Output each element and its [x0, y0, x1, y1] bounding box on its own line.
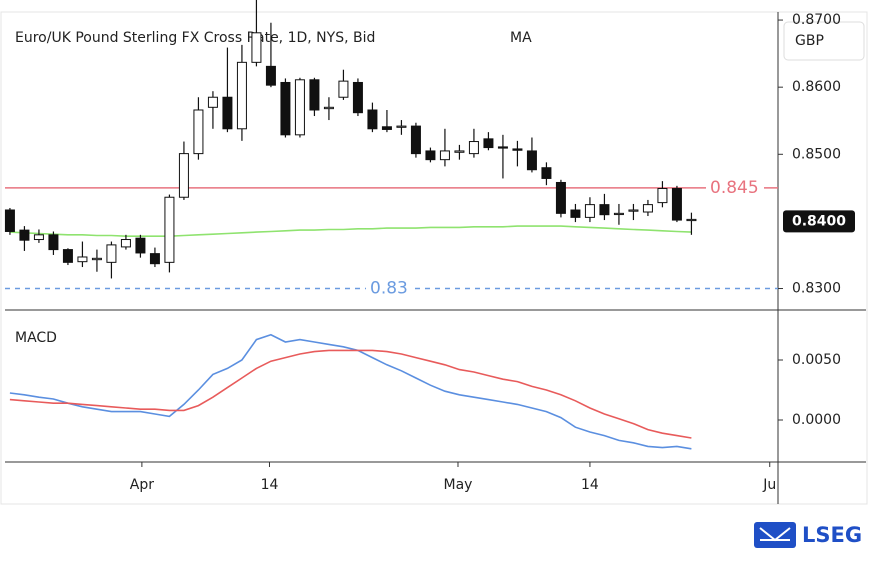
candle-body	[584, 204, 595, 218]
candle-body	[178, 153, 189, 198]
macd-line	[9, 349, 692, 439]
y-tick-label: 0.8500	[792, 146, 841, 162]
candle-body	[265, 65, 276, 86]
candle-body	[280, 81, 291, 136]
logo: LSEG	[754, 522, 862, 548]
candle-body	[671, 188, 682, 221]
x-tick-label: Apr	[130, 477, 154, 493]
unit-box	[783, 21, 865, 61]
candle-body	[323, 106, 334, 110]
candle-body	[657, 188, 668, 204]
candle-body	[149, 253, 160, 265]
macd-title: MACD	[15, 330, 57, 346]
candle-body	[120, 239, 131, 248]
x-tick-label: Ju	[762, 477, 776, 493]
x-tick-label: 14	[581, 477, 599, 493]
reference-label-bg	[366, 278, 414, 299]
candle-body	[352, 81, 363, 114]
candle-body	[309, 79, 320, 111]
logo-emblem	[754, 522, 796, 548]
candle-body	[599, 204, 610, 216]
candle-body	[512, 148, 523, 151]
candle-body	[367, 109, 378, 130]
candle-body	[439, 150, 450, 161]
candle-body	[193, 109, 204, 155]
candle-body	[410, 125, 421, 155]
candle-body	[555, 181, 566, 214]
candle-body	[628, 209, 639, 212]
candle-body	[497, 146, 508, 149]
candle-body	[207, 96, 218, 108]
reference-label-bg	[706, 177, 764, 198]
candle-body	[686, 218, 697, 222]
candle-body	[48, 234, 59, 251]
chart-frame	[0, 11, 868, 505]
candle-body	[338, 80, 349, 98]
reference-label: 0.83	[370, 279, 408, 299]
candle-body	[19, 229, 30, 241]
macd-line	[9, 333, 692, 450]
y-tick-label: 0.8300	[792, 281, 841, 297]
candle-body	[77, 256, 88, 263]
reference-label: 0.845	[710, 178, 759, 198]
candle-body	[135, 237, 146, 254]
candle-body	[222, 96, 233, 130]
candle-body	[251, 32, 262, 63]
candle-body	[62, 249, 73, 263]
y-tick-label: 0.8700	[792, 12, 841, 28]
price-marker-label: 0.8400	[792, 213, 846, 229]
unit-label: GBP	[795, 33, 824, 49]
logo-emblem-detail	[759, 527, 791, 542]
x-tick-label: 14	[261, 477, 279, 493]
candle-body	[106, 244, 117, 263]
candle-body	[541, 167, 552, 179]
candle-body	[425, 150, 436, 161]
candle-body	[483, 138, 494, 149]
candle-body	[91, 257, 102, 261]
candle-body	[164, 196, 175, 263]
candle-body	[468, 141, 479, 155]
y-tick-label: 0.0000	[792, 412, 841, 428]
logo-text: LSEG	[802, 523, 862, 547]
candle-body	[236, 61, 247, 130]
price-marker-box	[783, 210, 855, 233]
ma-line	[9, 225, 692, 237]
candle-body	[33, 234, 44, 241]
indicator-label: MA	[510, 30, 532, 46]
candle-body	[294, 79, 305, 136]
y-tick-label: 0.0050	[792, 352, 841, 368]
candle-body	[613, 212, 624, 216]
x-tick-label: May	[444, 477, 473, 493]
candle-body	[381, 126, 392, 130]
candle-body	[396, 125, 407, 128]
candle-body	[570, 209, 581, 218]
candle-body	[526, 150, 537, 171]
chart-title: Euro/UK Pound Sterling FX Cross Rate, 1D…	[15, 30, 375, 46]
candle-body	[4, 209, 15, 232]
candle-body	[454, 150, 465, 153]
candle-body	[642, 204, 653, 213]
y-tick-label: 0.8600	[792, 79, 841, 95]
